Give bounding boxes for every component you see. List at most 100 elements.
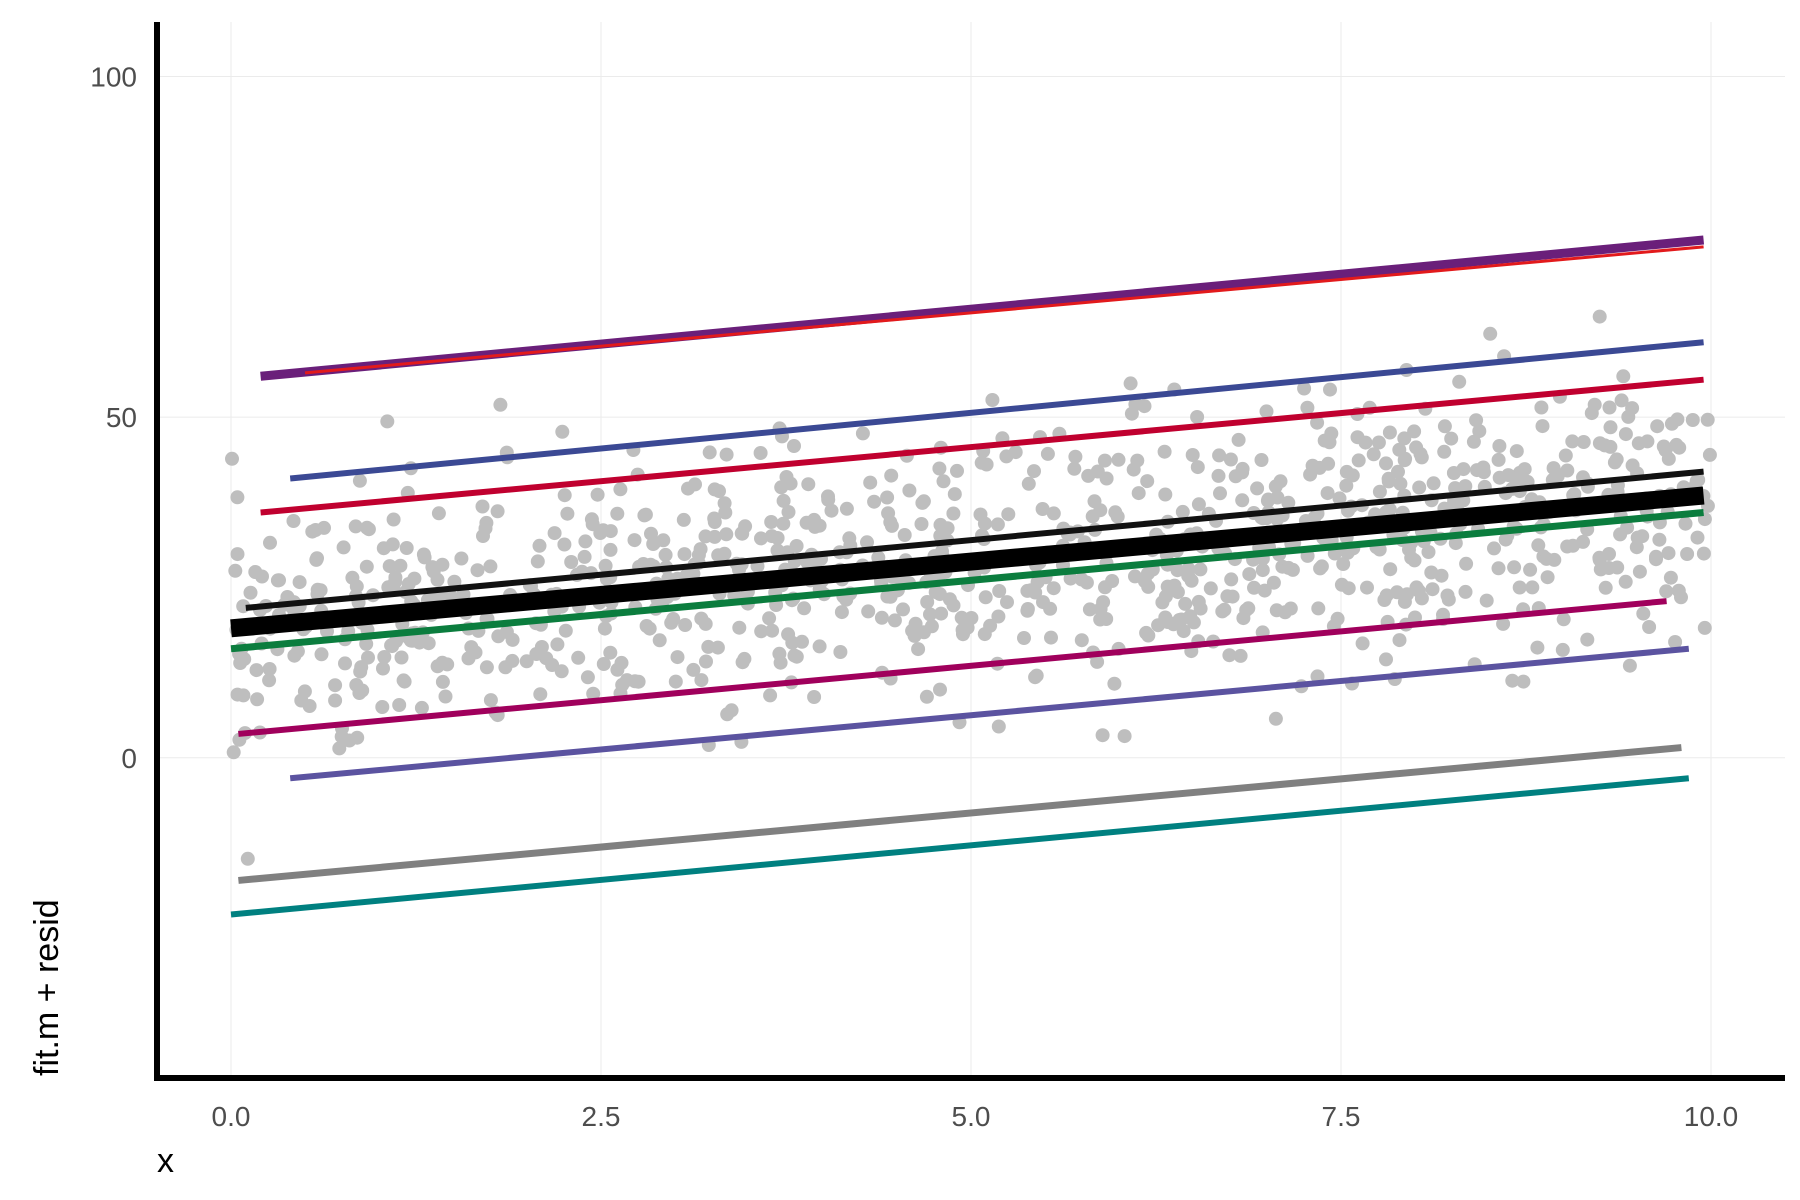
data-point [897, 528, 912, 542]
data-point [1381, 471, 1396, 486]
data-point [533, 687, 548, 702]
data-point [1046, 581, 1061, 596]
data-point [392, 698, 407, 712]
data-point [1190, 460, 1205, 475]
data-point [1603, 439, 1618, 454]
data-point [686, 662, 701, 677]
data-point [1466, 434, 1481, 449]
data-point [920, 595, 935, 609]
data-point [1702, 447, 1717, 462]
data-point [1175, 504, 1190, 519]
data-point [1254, 453, 1269, 467]
data-point [833, 645, 848, 659]
fit-line-5 [245, 468, 1704, 611]
data-point [1313, 561, 1328, 576]
data-point [550, 637, 565, 652]
data-point [1341, 581, 1356, 596]
data-point [1137, 399, 1152, 414]
data-point [824, 503, 839, 518]
data-point [807, 690, 822, 704]
data-point [1036, 595, 1050, 610]
x-tick-label: 2.5 [582, 1101, 621, 1132]
data-point [923, 607, 937, 622]
data-point [1407, 424, 1422, 439]
data-point [380, 414, 395, 429]
data-point [702, 445, 717, 460]
data-point [1636, 606, 1651, 621]
data-point [1339, 464, 1354, 479]
data-point [483, 693, 498, 708]
data-point [292, 575, 307, 590]
grid [157, 22, 1785, 1078]
data-point [1172, 613, 1187, 627]
data-point [874, 610, 889, 625]
data-point [707, 482, 722, 497]
data-point [699, 654, 713, 669]
data-point [1437, 419, 1452, 434]
data-point [1411, 583, 1426, 598]
data-point [1067, 461, 1082, 476]
data-point [1181, 568, 1196, 583]
data-point [867, 494, 882, 509]
data-point [1220, 589, 1235, 604]
data-point [490, 504, 505, 519]
data-point [977, 516, 992, 531]
data-point [385, 537, 400, 552]
data-point [353, 664, 368, 679]
fit-line-6 [230, 486, 1705, 638]
data-point [1479, 593, 1494, 608]
data-point [359, 559, 374, 574]
data-point [1491, 452, 1506, 467]
data-point [328, 693, 343, 708]
data-point [1339, 478, 1354, 493]
data-point [498, 660, 513, 675]
data-point [1090, 654, 1105, 669]
data-point [1028, 585, 1043, 600]
data-point [627, 533, 642, 548]
data-point [454, 551, 469, 566]
data-point [334, 729, 349, 744]
data-point [1257, 583, 1272, 598]
data-point [1235, 465, 1250, 480]
data-point [863, 475, 878, 490]
data-point [732, 620, 747, 635]
data-point [332, 741, 347, 756]
data-point [694, 673, 709, 688]
data-point [1305, 458, 1320, 473]
data-point [1603, 420, 1618, 435]
data-point [1111, 452, 1126, 467]
data-point [762, 611, 777, 626]
data-point [338, 656, 352, 671]
data-point [1632, 564, 1647, 579]
x-tick-label: 0.0 [212, 1101, 251, 1132]
data-point [1663, 570, 1678, 585]
data-point [916, 494, 931, 509]
data-point [1625, 458, 1640, 473]
data-point [290, 644, 305, 659]
data-point [707, 529, 722, 544]
data-point [547, 526, 562, 541]
data-point [917, 625, 931, 640]
data-point [1565, 538, 1580, 553]
data-point [479, 660, 494, 675]
data-point [1068, 449, 1083, 464]
data-point [1017, 631, 1031, 645]
fit-lines [230, 235, 1705, 918]
data-point [580, 670, 595, 685]
data-point [1281, 495, 1296, 510]
data-point [1598, 580, 1613, 595]
data-point [519, 654, 534, 669]
data-point [1336, 557, 1351, 571]
data-point [977, 627, 992, 642]
data-point [438, 689, 453, 704]
data-point [555, 424, 570, 439]
data-point [677, 547, 692, 562]
fit-line-9 [289, 645, 1690, 782]
data-point [1379, 588, 1394, 603]
data-point [801, 477, 816, 492]
data-point [1525, 580, 1540, 595]
data-point [1668, 635, 1683, 649]
data-point [1157, 444, 1172, 459]
data-point [1397, 431, 1412, 446]
